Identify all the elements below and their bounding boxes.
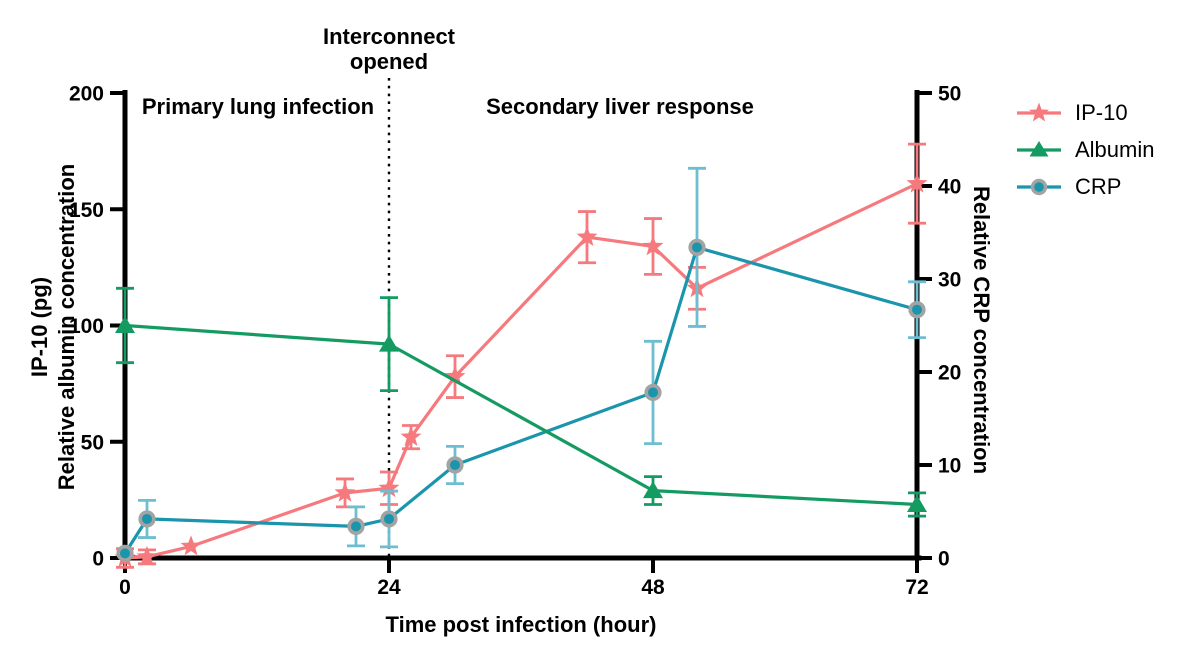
legend-item-albumin: Albumin bbox=[1016, 131, 1154, 168]
star-marker bbox=[334, 481, 356, 502]
left-y-axis-title: IP-10 (pg) Relative albumin concentratio… bbox=[26, 164, 80, 490]
star-marker bbox=[180, 535, 202, 556]
star-marker bbox=[378, 477, 400, 498]
tick-label: 30 bbox=[938, 269, 961, 292]
circle-marker bbox=[380, 510, 398, 528]
right-axis-ticks bbox=[919, 91, 932, 560]
albumin-triangle-icon bbox=[1017, 140, 1061, 156]
star-marker bbox=[906, 172, 928, 193]
right-y-axis-title: Relative CRP concentration bbox=[969, 185, 994, 475]
star-marker bbox=[136, 545, 158, 566]
circle-marker bbox=[688, 238, 706, 256]
triangle-marker bbox=[907, 495, 927, 513]
x-axis-ticks bbox=[123, 560, 919, 573]
circle-marker bbox=[446, 456, 464, 474]
legend-label-crp: CRP bbox=[1075, 173, 1122, 199]
circle-marker bbox=[908, 301, 926, 319]
tick-label: 20 bbox=[938, 362, 961, 385]
series-albumin bbox=[115, 286, 927, 518]
legend-label-albumin: Albumin bbox=[1075, 136, 1155, 162]
series-ip-10 bbox=[114, 142, 928, 569]
tick-label: 0 bbox=[92, 548, 104, 571]
triangle-marker bbox=[115, 316, 135, 333]
axes-spines bbox=[120, 90, 922, 561]
tick-label: 0 bbox=[938, 548, 950, 571]
star-marker bbox=[400, 426, 422, 446]
annotation-interconnect-opened: Interconnect opened bbox=[323, 24, 455, 74]
legend: IP-10 Albumin CRP bbox=[1016, 94, 1154, 205]
triangle-marker bbox=[643, 481, 663, 499]
tick-label: 150 bbox=[69, 199, 104, 222]
tick-label: 48 bbox=[641, 576, 665, 599]
tick-label: 50 bbox=[938, 83, 961, 106]
star-marker bbox=[642, 235, 664, 256]
tick-label: 10 bbox=[938, 455, 961, 478]
legend-label-ip10: IP-10 bbox=[1075, 99, 1128, 125]
triangle-marker bbox=[379, 334, 399, 352]
legend-item-ip10: IP-10 bbox=[1016, 94, 1154, 131]
annotation-interconnect-line1: Interconnect bbox=[322, 24, 456, 49]
ip10-star-icon bbox=[1017, 102, 1061, 121]
annotation-interconnect-line2: opened bbox=[349, 49, 429, 74]
tick-label: 100 bbox=[69, 315, 104, 338]
tick-label: 200 bbox=[69, 83, 104, 106]
tick-label: 50 bbox=[81, 431, 104, 454]
annotation-primary-lung-infection: Primary lung infection bbox=[141, 94, 375, 119]
annotation-secondary-liver-response: Secondary liver response bbox=[486, 94, 754, 119]
tick-label: 24 bbox=[377, 576, 401, 599]
crp-circle-icon bbox=[1017, 178, 1061, 195]
tick-label: 40 bbox=[938, 176, 961, 199]
circle-marker bbox=[116, 544, 134, 562]
star-marker bbox=[576, 226, 598, 247]
circle-marker bbox=[138, 510, 156, 528]
legend-item-crp: CRP bbox=[1016, 168, 1154, 205]
left-y-axis-title-line2: Relative albumin concentration bbox=[54, 163, 79, 491]
series-crp bbox=[116, 166, 926, 562]
x-axis-title: Time post infection (hour) bbox=[385, 612, 657, 637]
circle-marker bbox=[644, 383, 662, 402]
tick-label: 0 bbox=[119, 576, 131, 599]
left-y-axis-title-line1: IP-10 (pg) bbox=[27, 276, 52, 378]
tick-label: 72 bbox=[905, 576, 928, 599]
star-marker bbox=[444, 365, 466, 386]
circle-marker bbox=[347, 517, 365, 535]
